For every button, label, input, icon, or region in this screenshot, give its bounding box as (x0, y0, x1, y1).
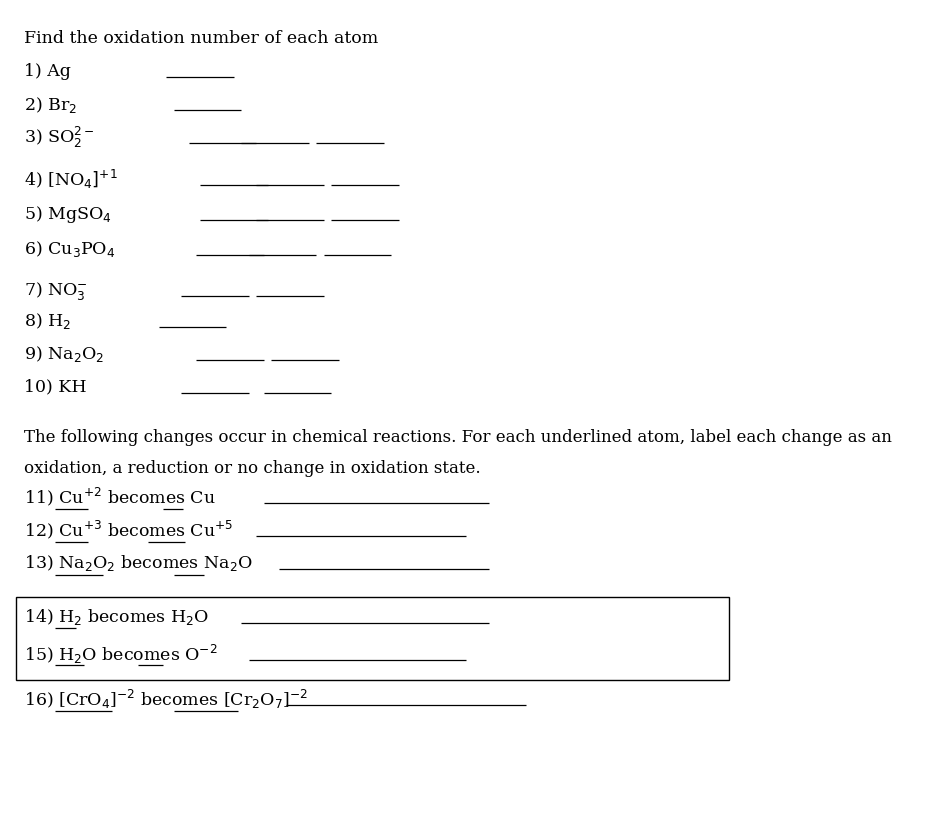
Text: oxidation, a reduction or no change in oxidation state.: oxidation, a reduction or no change in o… (24, 460, 480, 476)
Text: 15) H$_2$O becomes O$^{-2}$: 15) H$_2$O becomes O$^{-2}$ (24, 642, 217, 665)
Text: 1) Ag: 1) Ag (24, 63, 70, 80)
Text: 5) MgSO$_4$: 5) MgSO$_4$ (24, 204, 112, 224)
Text: 9) Na$_2$O$_2$: 9) Na$_2$O$_2$ (24, 344, 105, 363)
Text: 6) Cu$_3$PO$_4$: 6) Cu$_3$PO$_4$ (24, 239, 116, 259)
Text: 11) Cu$^{+2}$ becomes Cu: 11) Cu$^{+2}$ becomes Cu (24, 485, 216, 508)
Text: 3) SO$_2^{2-}$: 3) SO$_2^{2-}$ (24, 125, 94, 150)
Text: Find the oxidation number of each atom: Find the oxidation number of each atom (24, 31, 378, 47)
Text: 2) Br$_2$: 2) Br$_2$ (24, 94, 77, 114)
Text: 14) H$_2$ becomes H$_2$O: 14) H$_2$ becomes H$_2$O (24, 606, 209, 626)
Text: 16) [CrO$_4$]$^{-2}$ becomes [Cr$_2$O$_7$]$^{-2}$: 16) [CrO$_4$]$^{-2}$ becomes [Cr$_2$O$_7… (24, 687, 308, 710)
Text: 12) Cu$^{+3}$ becomes Cu$^{+5}$: 12) Cu$^{+3}$ becomes Cu$^{+5}$ (24, 518, 233, 541)
FancyBboxPatch shape (17, 597, 729, 680)
Text: The following changes occur in chemical reactions. For each underlined atom, lab: The following changes occur in chemical … (24, 428, 892, 445)
Text: 4) [NO$_4]^{+1}$: 4) [NO$_4]^{+1}$ (24, 167, 117, 190)
Text: 8) H$_2$: 8) H$_2$ (24, 310, 71, 330)
Text: 13) Na$_2$O$_2$ becomes Na$_2$O: 13) Na$_2$O$_2$ becomes Na$_2$O (24, 552, 253, 572)
Text: 10) KH: 10) KH (24, 378, 87, 395)
Text: 7) NO$_3^{-}$: 7) NO$_3^{-}$ (24, 279, 88, 301)
